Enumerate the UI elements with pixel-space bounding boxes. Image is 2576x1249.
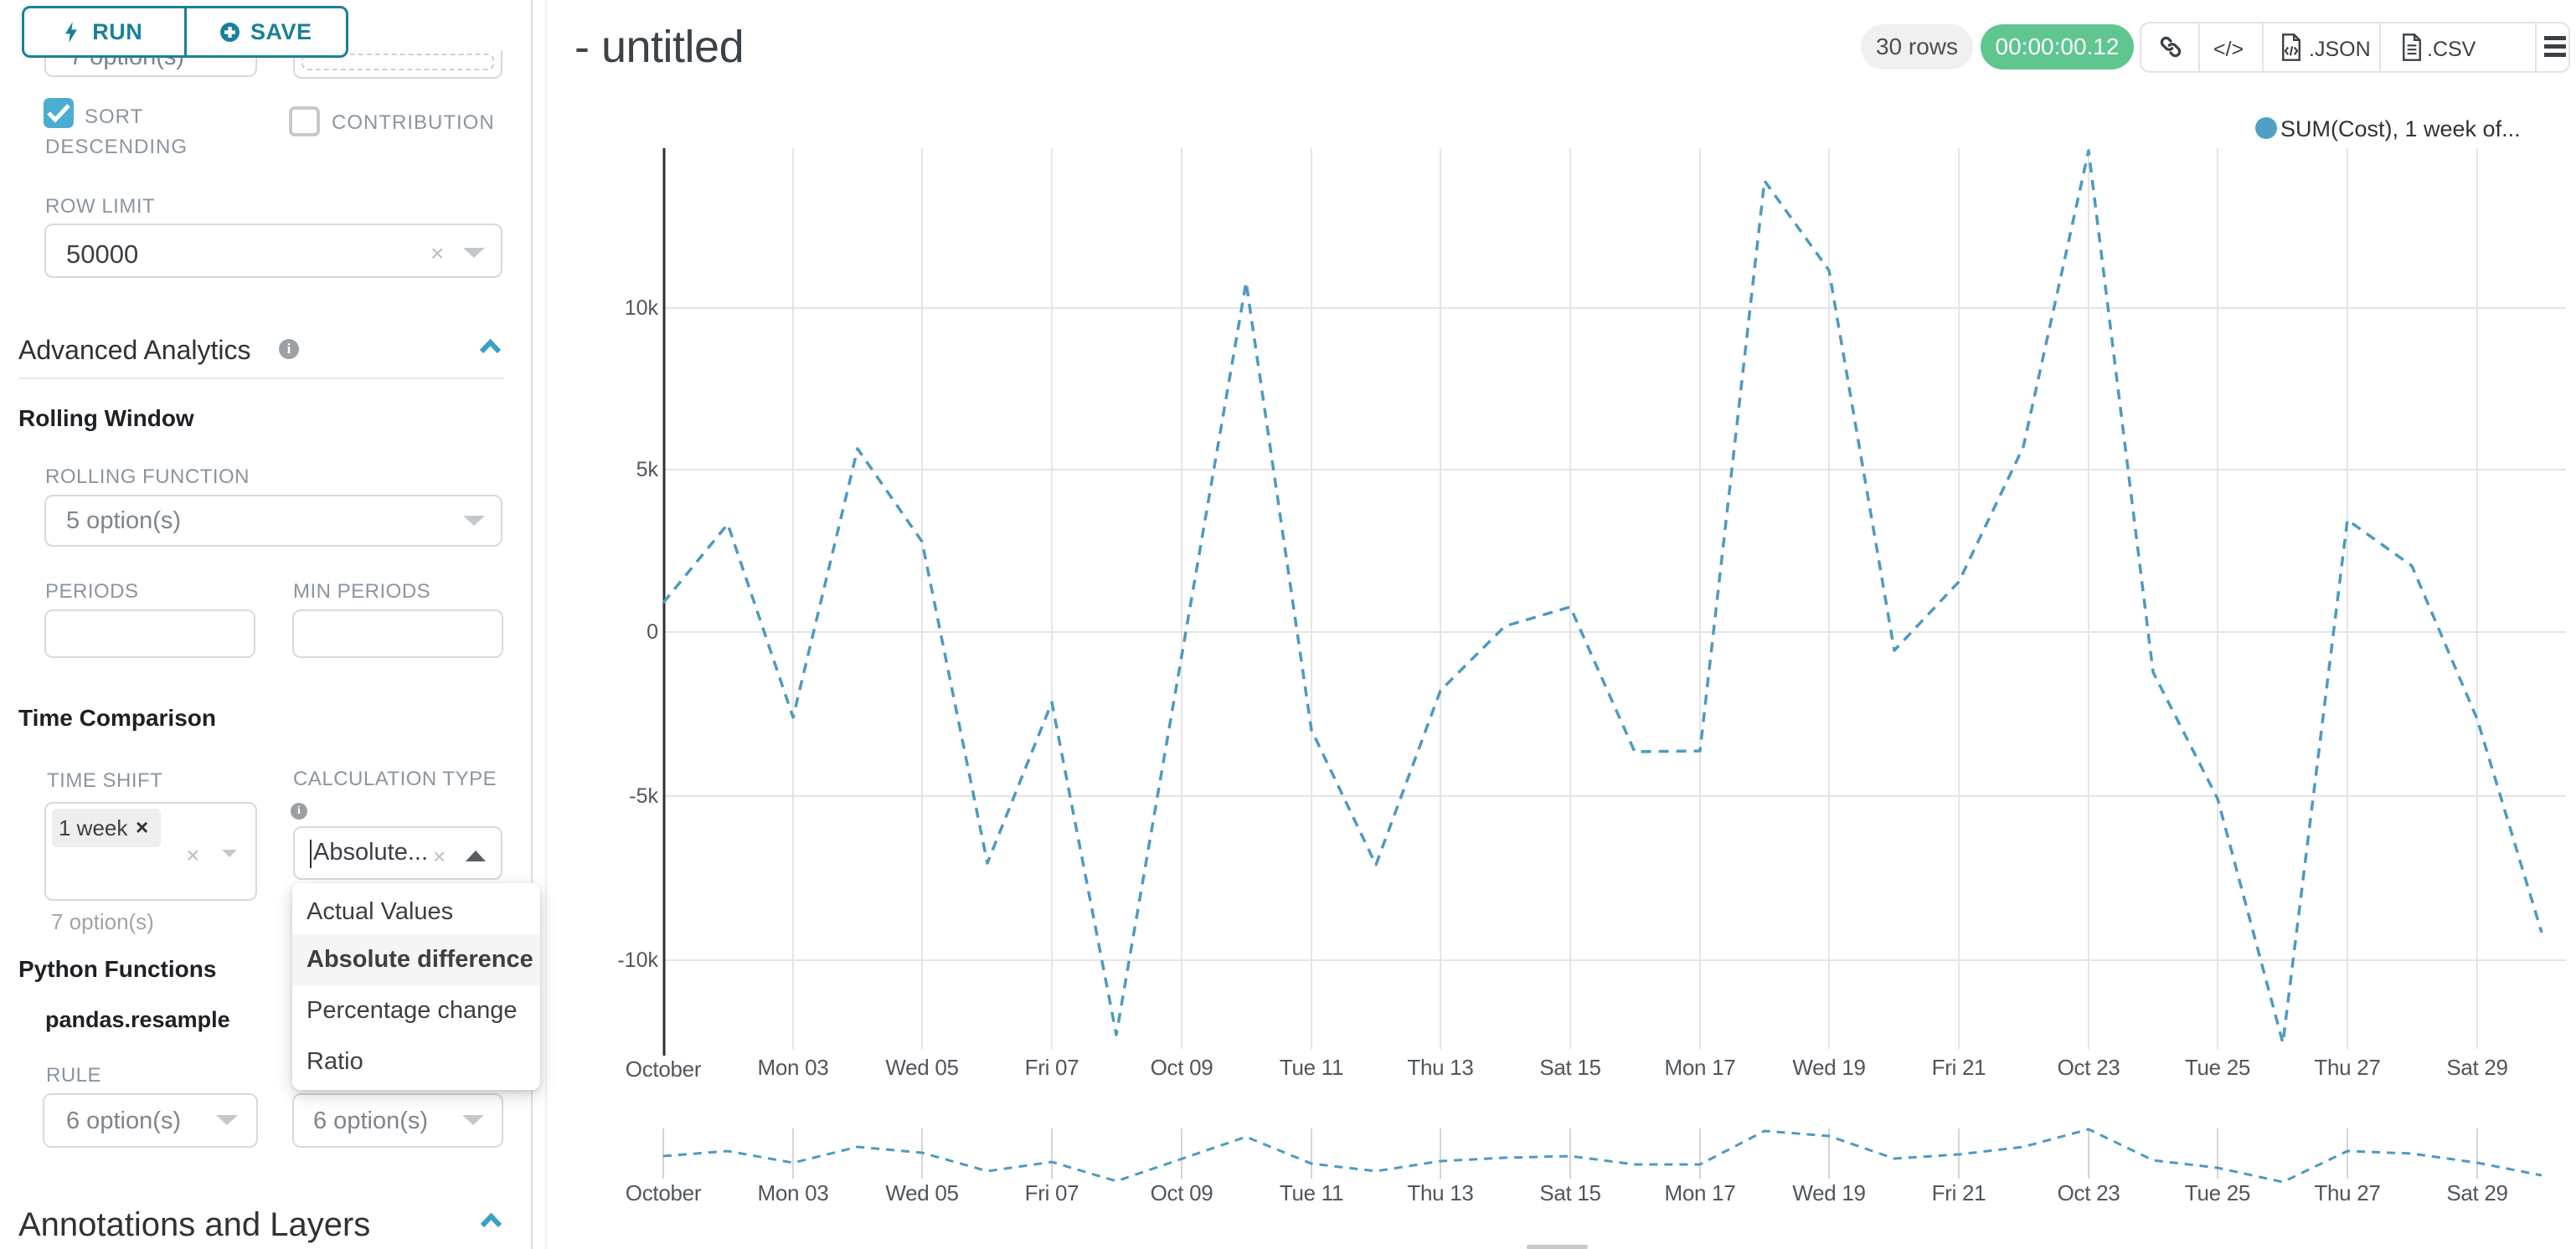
svg-text:Sat 15: Sat 15 [1539, 1180, 1600, 1205]
svg-text:Sat 15: Sat 15 [1539, 1055, 1600, 1080]
svg-text:SUM(Cost), 1 week of...: SUM(Cost), 1 week of... [2280, 116, 2521, 141]
svg-text:Wed 19: Wed 19 [1792, 1055, 1865, 1080]
svg-text:Tue 25: Tue 25 [2185, 1055, 2250, 1080]
svg-text:Sat 29: Sat 29 [2446, 1180, 2507, 1205]
svg-text:Mon 03: Mon 03 [758, 1180, 829, 1205]
svg-text:Fri 07: Fri 07 [1025, 1180, 1079, 1205]
svg-text:Fri 21: Fri 21 [1932, 1180, 1986, 1205]
svg-text:Sat 29: Sat 29 [2446, 1055, 2507, 1080]
svg-text:Oct 23: Oct 23 [2058, 1180, 2120, 1205]
svg-text:Mon 03: Mon 03 [758, 1055, 829, 1080]
svg-text:-5k: -5k [629, 784, 658, 808]
svg-text:Thu 13: Thu 13 [1407, 1180, 1473, 1205]
svg-text:Wed 05: Wed 05 [885, 1055, 958, 1080]
svg-text:-10k: -10k [617, 948, 658, 972]
svg-text:Fri 07: Fri 07 [1025, 1055, 1079, 1080]
svg-text:Wed 05: Wed 05 [885, 1180, 958, 1205]
svg-text:Tue 25: Tue 25 [2185, 1180, 2250, 1205]
svg-text:Oct 23: Oct 23 [2058, 1055, 2120, 1080]
svg-text:Thu 13: Thu 13 [1407, 1055, 1473, 1080]
svg-text:5k: 5k [636, 458, 659, 481]
svg-text:Tue 11: Tue 11 [1280, 1180, 1343, 1205]
svg-text:Thu 27: Thu 27 [2314, 1180, 2380, 1205]
svg-text:October: October [626, 1180, 702, 1205]
svg-text:Tue 11: Tue 11 [1280, 1055, 1343, 1080]
svg-text:Oct 09: Oct 09 [1151, 1055, 1213, 1080]
svg-text:10k: 10k [625, 296, 659, 320]
svg-text:Oct 09: Oct 09 [1151, 1180, 1213, 1205]
svg-text:0: 0 [647, 620, 658, 644]
svg-text:October: October [626, 1056, 702, 1082]
svg-text:Mon 17: Mon 17 [1665, 1055, 1736, 1080]
svg-text:Thu 27: Thu 27 [2314, 1055, 2380, 1080]
svg-text:Mon 17: Mon 17 [1665, 1180, 1736, 1205]
svg-text:Fri 21: Fri 21 [1932, 1055, 1986, 1080]
svg-text:Wed 19: Wed 19 [1792, 1180, 1865, 1205]
